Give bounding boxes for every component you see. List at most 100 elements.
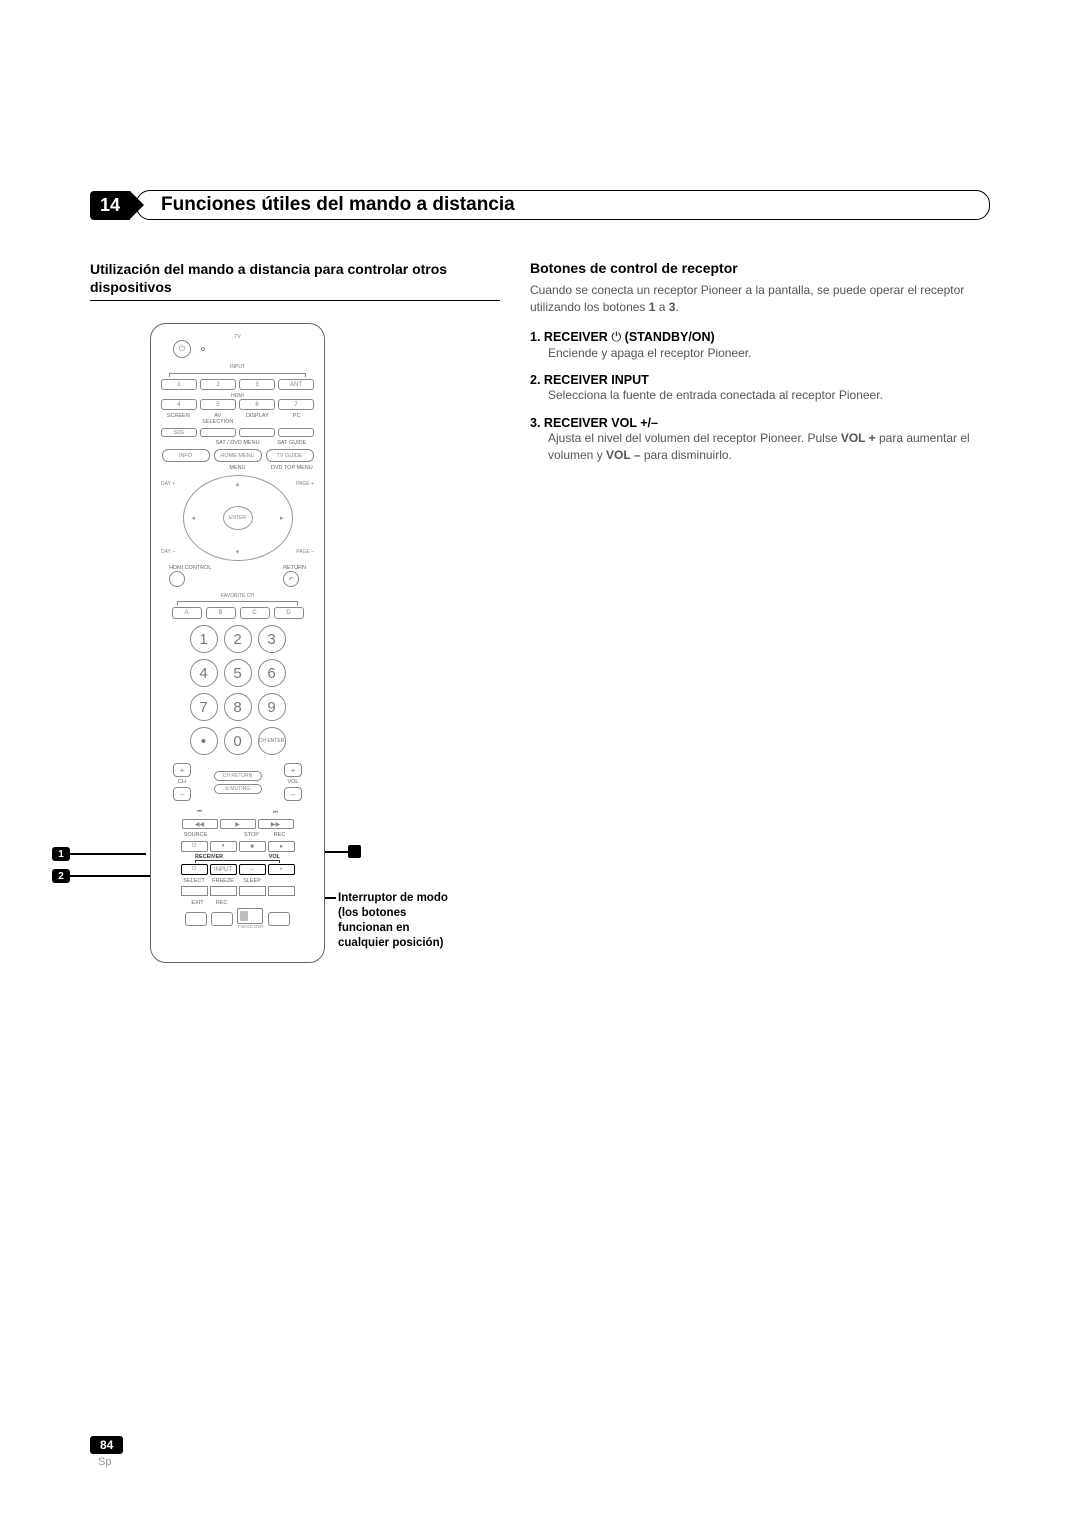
lbl-screen: SCREEN [159,413,198,425]
input-2: 2 [200,379,236,390]
size-btn: SIZE [161,428,197,437]
lbl-blank6 [267,900,289,906]
row-3: SIZE [159,428,316,437]
label-row-3: SCREEN AV SELECTION DISPLAY PC [159,413,316,425]
rec-btn: ● [268,841,295,852]
favorite-row: A B C D [159,607,316,619]
switch-dvd: DVD DVR [243,924,263,929]
hdmi-ctrl-btn [169,571,185,587]
return-label: RETURN [283,565,306,571]
vol-label: VOL [287,779,298,785]
receiver-bracket: RECEIVER VOL [195,854,280,863]
tl-next: ⏭ [258,809,294,816]
intro-a: Cuando se conecta un receptor Pioneer a … [530,283,964,314]
right-intro: Cuando se conecta un receptor Pioneer a … [530,282,990,316]
tvguide-btn: TV GUIDE [266,449,314,462]
item-3-name: RECEIVER VOL +/– [544,416,658,430]
transport-row-1: ◀◀ ▶ ▶▶ [159,819,316,829]
left-section-title: Utilización del mando a distancia para c… [90,260,500,301]
bottom-row: TV DVD DVR [159,908,316,929]
num-dot: • [190,727,218,755]
receiver-vol-plus: + [268,864,295,875]
right-section-title: Botones de control de receptor [530,260,990,276]
homemenu-btn: HOME MENU [214,449,262,462]
item-3-num: 3. [530,416,540,430]
transport-row-2: ⏻ ⏸ ■ ● [159,841,316,852]
lbl-exit: EXIT [187,900,209,906]
stop-btn: ■ [239,841,266,852]
fav-label: FAVORITE CH [159,593,316,599]
sel-3 [239,886,266,896]
tl-prev: ⏮ [182,809,218,816]
fav-a: A [172,607,202,619]
row-4: INFO HOME MENU TV GUIDE [159,449,316,462]
remote-control-diagram: TV ⏻ INPUT 1 2 3 ANT HDMI 4 5 6 [150,323,325,963]
item-1-num: 1. [530,330,540,344]
callout-line-1 [70,853,146,854]
muting-btn: ⊘ MUTING [214,784,262,794]
dayminus-label: DAY – [161,549,175,555]
lbl-blank5 [235,900,265,906]
item-1-name-b: (STANDBY/ON) [621,330,715,344]
item-1: 1. RECEIVER ⏻ (STANDBY/ON) Enciende y ap… [530,330,990,362]
item-2-num: 2. [530,373,540,387]
lbl-rec2: REC [211,900,233,906]
label-row-4: SAT / DVD MENU SAT GUIDE [159,440,316,446]
label-row-4b: MENU DVD TOP MENU [159,465,316,471]
input-5: 5 [200,399,236,410]
play-btn: ▶ [220,819,256,829]
dayplus-label: DAY + [161,481,175,487]
item-1-name-a: RECEIVER [544,330,611,344]
switch-note: Interruptor de modo (los botones funcion… [338,891,448,951]
num-chenter: CH ENTER [258,727,286,755]
item-1-icon: ⏻ [611,330,621,344]
select-row [159,886,316,896]
lbl-blank4 [268,878,295,884]
input-7: 7 [278,399,314,410]
item-3-bold2: VOL – [606,448,640,462]
num-9: 9 [258,693,286,721]
sel-4 [268,886,295,896]
fav-b: B [206,607,236,619]
ch-vol-section: + CH – CH RETURN ⊘ MUTING + VOL – [159,763,316,801]
lbl-stop: STOP [238,832,265,838]
transport-labels-1: ⏮ ⏭ [159,809,316,816]
item-3-desc-a: Ajusta el nivel del volumen del receptor… [548,431,841,445]
item-2-name: RECEIVER INPUT [544,373,649,387]
chapter-number: 14 [90,191,130,220]
num-4: 4 [190,659,218,687]
item-3: 3. RECEIVER VOL +/– Ajusta el nivel del … [530,416,990,464]
bottom-labels: EXIT REC [159,900,316,906]
intro-end: . [675,300,678,314]
sel-2 [210,886,237,896]
lbl-menu: MENU [213,465,261,471]
fav-c: C [240,607,270,619]
exit-btn [185,912,207,926]
dpad-right: ▸ [280,514,284,522]
fav-d: D [274,607,304,619]
display-btn [239,428,275,437]
receiver-row: ⏻ INPUT – + [159,864,316,875]
input-label: INPUT [159,364,316,370]
rec2-btn [211,912,233,926]
input-6: 6 [239,399,275,410]
pc-btn [278,428,314,437]
lbl-sleep: SLEEP [239,878,266,884]
input-row-2: 4 5 6 7 [159,399,316,410]
pageplus-label: PAGE + [296,481,314,487]
item-3-desc-c: para disminuirlo. [641,448,732,462]
item-1-desc: Enciende y apaga el receptor Pioneer. [548,345,990,362]
fav-bracket [177,601,298,605]
num-0: 0 [224,727,252,755]
ch-up: + [173,763,191,777]
lbl-satdvd: SAT / DVD MENU [213,440,261,446]
num-2: 2 [224,625,252,653]
input-1: 1 [161,379,197,390]
lbl-select: SELECT [181,878,208,884]
input-4: 4 [161,399,197,410]
dpad-left: ◂ [192,514,196,522]
chapter-title: Funciones útiles del mando a distancia [136,190,990,220]
source-btn: ⏻ [181,841,208,852]
lbl-blank1 [159,440,207,446]
lbl-source: SOURCE [182,832,209,838]
